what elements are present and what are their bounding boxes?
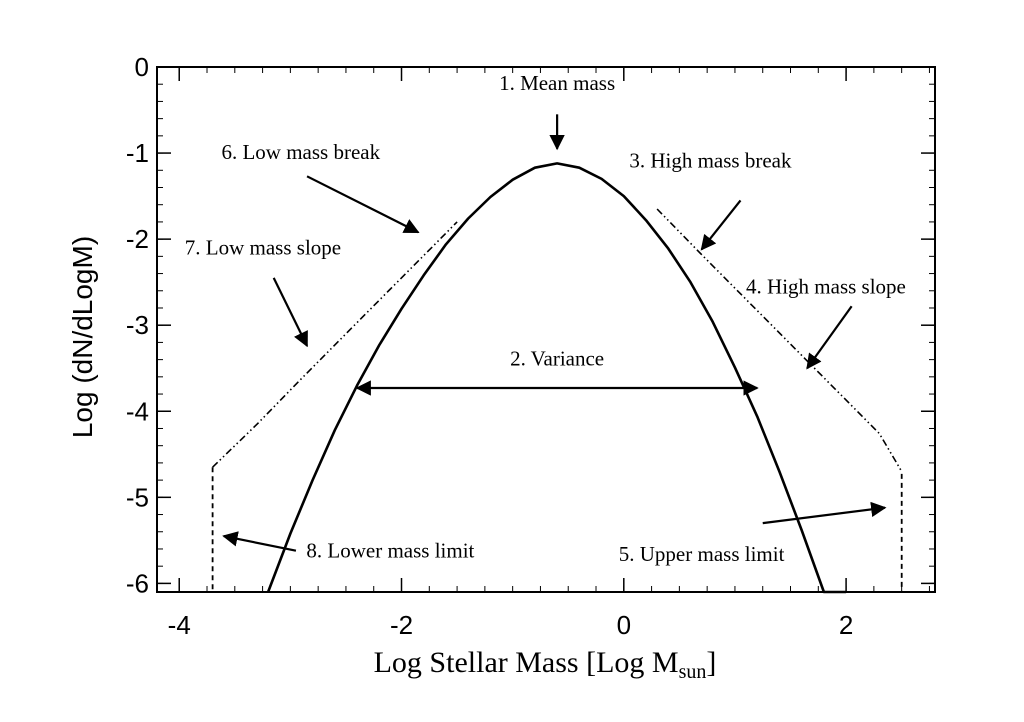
annotation-label-high-mass-slope: 4. High mass slope (746, 274, 906, 298)
plot-frame (156, 66, 936, 593)
annotation-label-mean-mass: 1. Mean mass (499, 71, 615, 95)
annotation-arrow-high-mass-break (700, 199, 742, 251)
x-axis-label-main: Log Stellar Mass [Log M (374, 646, 679, 679)
y-tick-label: -6 (126, 568, 149, 598)
y-tick-label: -1 (126, 138, 149, 168)
annotation-label-high-mass-break: 3. High mass break (629, 149, 792, 173)
annotation-label-upper-mass-limit: 5. Upper mass limit (619, 542, 785, 566)
series-line-3 (656, 208, 903, 472)
y-axis-label: Log (dN/dLogM) (67, 236, 98, 438)
annotation-low-mass-break: 6. Low mass break (221, 140, 420, 234)
x-tick-label: 2 (839, 610, 853, 640)
annotation-layer: 1. Mean mass 2. Variance 3. High mass brea… (185, 71, 906, 566)
series-line-1 (266, 162, 847, 594)
annotation-lower-mass-limit: 8. Lower mass limit (222, 531, 475, 563)
axis-layer: -4 -2 0 2 0 -1 -2 -3 -4 -5 -6 (126, 52, 936, 640)
series-layer (211, 162, 903, 594)
annotation-high-mass-slope: 4. High mass slope (746, 274, 906, 370)
series-line-4 (211, 467, 903, 593)
annotation-mean-mass: 1. Mean mass (499, 71, 615, 151)
x-tick-label: -4 (168, 610, 191, 640)
y-tick-label: -5 (126, 482, 149, 512)
annotation-label-variance: 2. Variance (510, 347, 604, 371)
annotation-label-low-mass-break: 6. Low mass break (221, 140, 380, 164)
x-axis-label-sub: sun (679, 661, 707, 683)
annotation-arrow-low-mass-break (306, 175, 420, 234)
annotation-label-low-mass-slope: 7. Low mass slope (185, 236, 341, 260)
annotation-arrow-upper-mass-limit (762, 501, 887, 525)
series-line-2 (212, 221, 458, 468)
annotation-high-mass-break: 3. High mass break (629, 149, 792, 251)
y-tick-label: -2 (126, 224, 149, 254)
x-tick-label: 0 (617, 610, 631, 640)
x-tick-label: -2 (390, 610, 413, 640)
annotation-variance: 2. Variance (355, 347, 759, 396)
annotation-arrow-low-mass-slope (272, 277, 309, 348)
annotation-arrow-lower-mass-limit (222, 531, 297, 552)
annotation-low-mass-slope: 7. Low mass slope (185, 236, 341, 348)
x-axis-label-end: ] (706, 646, 716, 679)
x-axis-label: Log Stellar Mass [Log Msun] (374, 646, 717, 683)
y-tick-label: -4 (126, 396, 149, 426)
y-tick-label: 0 (135, 52, 149, 82)
annotation-label-lower-mass-limit: 8. Lower mass limit (306, 539, 474, 563)
y-tick-label: -3 (126, 310, 149, 340)
annotation-arrow-high-mass-slope (806, 305, 853, 370)
annotation-upper-mass-limit: 5. Upper mass limit (619, 501, 887, 566)
